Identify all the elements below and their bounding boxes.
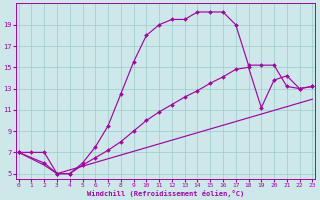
X-axis label: Windchill (Refroidissement éolien,°C): Windchill (Refroidissement éolien,°C) — [87, 190, 244, 197]
